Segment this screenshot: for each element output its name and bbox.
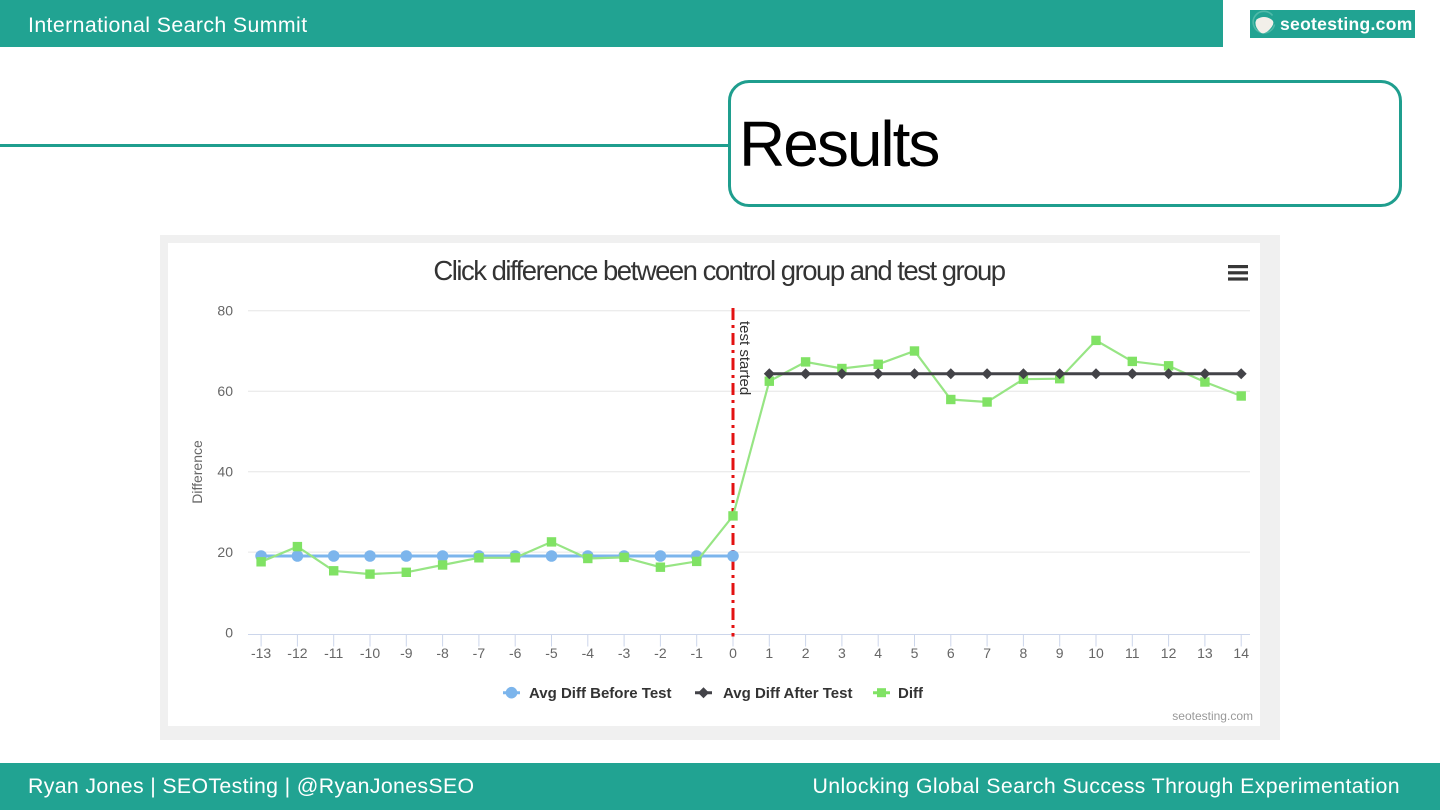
svg-text:5: 5 [911, 645, 919, 661]
svg-text:-10: -10 [360, 645, 380, 661]
svg-text:seotesting.com: seotesting.com [1172, 709, 1253, 723]
svg-text:12: 12 [1161, 645, 1177, 661]
svg-text:2: 2 [802, 645, 810, 661]
svg-text:-12: -12 [287, 645, 307, 661]
svg-text:-9: -9 [400, 645, 413, 661]
svg-text:40: 40 [217, 463, 233, 479]
svg-text:seotesting.com: seotesting.com [1280, 14, 1413, 34]
svg-text:Avg Diff After Test: Avg Diff After Test [723, 685, 852, 702]
svg-text:-6: -6 [509, 645, 522, 661]
svg-text:11: 11 [1125, 645, 1140, 661]
svg-text:60: 60 [217, 383, 233, 399]
svg-text:6: 6 [947, 645, 955, 661]
svg-text:20: 20 [217, 544, 233, 560]
svg-text:-4: -4 [582, 645, 595, 661]
svg-text:-1: -1 [690, 645, 703, 661]
svg-text:14: 14 [1233, 645, 1249, 661]
svg-text:10: 10 [1088, 645, 1104, 661]
svg-text:0: 0 [729, 645, 737, 661]
svg-text:Diff: Diff [898, 685, 924, 702]
svg-text:Avg Diff Before Test: Avg Diff Before Test [529, 685, 672, 702]
svg-text:-3: -3 [618, 645, 631, 661]
svg-text:0: 0 [225, 624, 233, 640]
svg-text:-2: -2 [654, 645, 667, 661]
svg-text:4: 4 [874, 645, 882, 661]
svg-text:-8: -8 [436, 645, 449, 661]
svg-text:Difference: Difference [189, 440, 205, 504]
svg-text:3: 3 [838, 645, 846, 661]
svg-text:80: 80 [217, 303, 233, 319]
svg-text:-11: -11 [324, 645, 343, 661]
svg-text:7: 7 [983, 645, 991, 661]
svg-text:test started: test started [736, 321, 753, 395]
svg-text:8: 8 [1020, 645, 1028, 661]
svg-text:-7: -7 [473, 645, 486, 661]
svg-text:-13: -13 [251, 645, 271, 661]
svg-text:-5: -5 [545, 645, 558, 661]
svg-text:13: 13 [1197, 645, 1213, 661]
svg-text:Click difference between contr: Click difference between control group a… [433, 255, 1005, 286]
svg-text:1: 1 [765, 645, 773, 661]
svg-text:9: 9 [1056, 645, 1064, 661]
